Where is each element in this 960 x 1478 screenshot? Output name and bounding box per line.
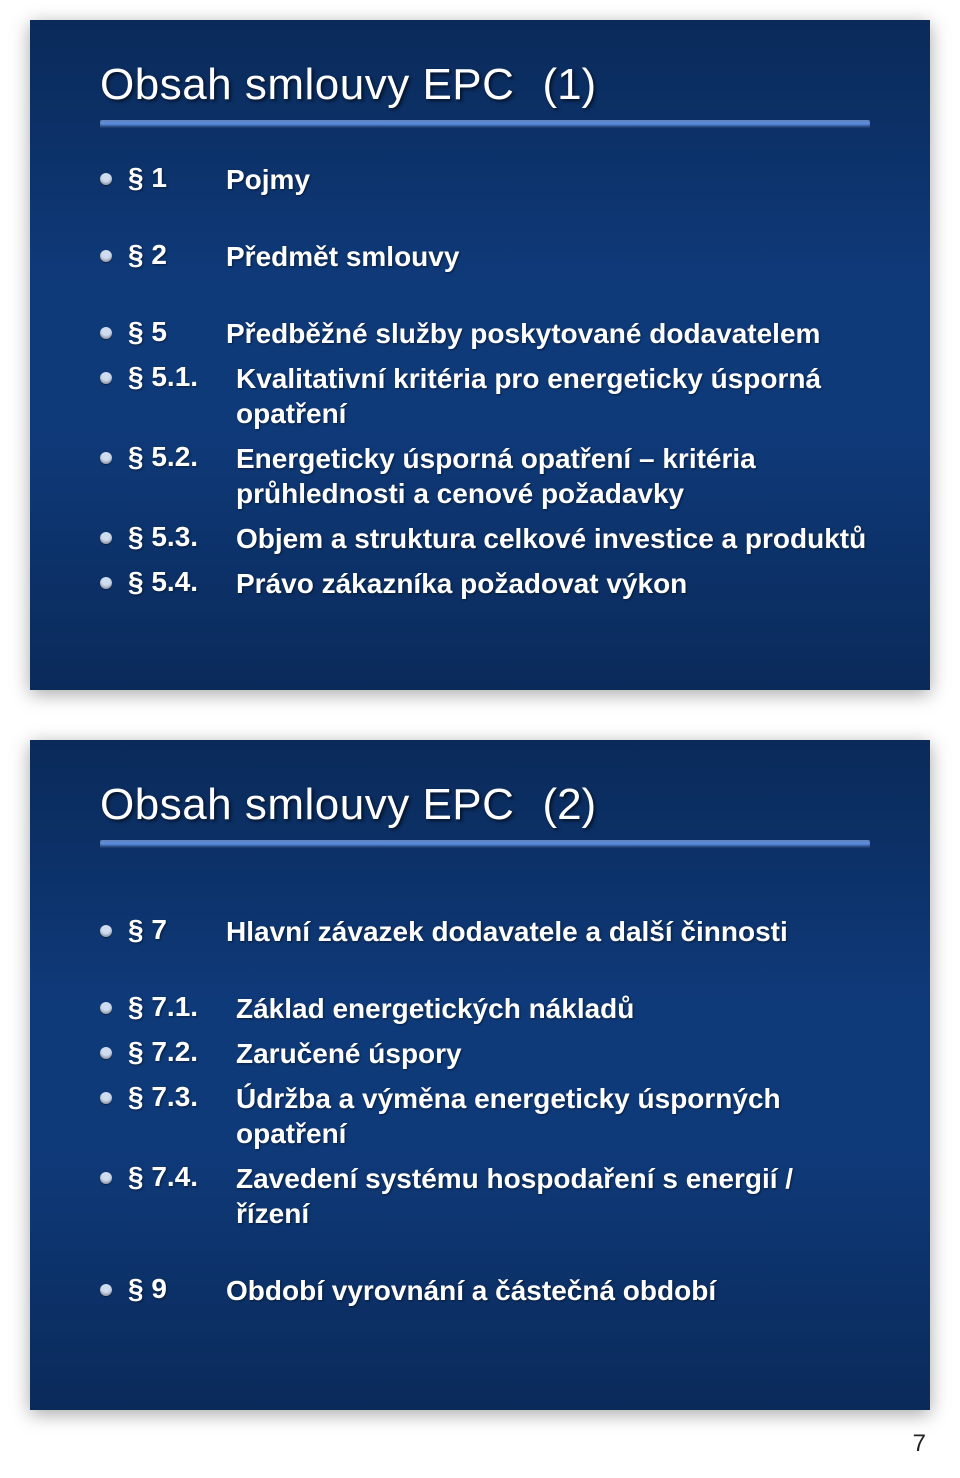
section-number: § 7.3. — [128, 1081, 218, 1113]
section-text: Zavedení systému hospodaření s energií /… — [236, 1161, 870, 1231]
section-number: § 5.2. — [128, 441, 218, 473]
section-number: § 9 — [128, 1273, 208, 1305]
section-text: Právo zákazníka požadovat výkon — [236, 566, 687, 601]
section-number: § 7.4. — [128, 1161, 218, 1193]
bullet-icon — [100, 372, 112, 384]
bullet-icon — [100, 327, 112, 339]
list-item: § 7.2. Zaručené úspory — [100, 1036, 870, 1071]
list-item: § 1 Pojmy — [100, 162, 870, 197]
list-item: § 5.1. Kvalitativní kritéria pro energet… — [100, 361, 870, 431]
section-text: Zaručené úspory — [236, 1036, 462, 1071]
list-item: § 7.4. Zavedení systému hospodaření s en… — [100, 1161, 870, 1231]
list-item: § 5.2. Energeticky úsporná opatření – kr… — [100, 441, 870, 511]
bullet-icon — [100, 925, 112, 937]
section-number: § 5.1. — [128, 361, 218, 393]
slide-1-title: Obsah smlouvy EPC — [100, 60, 514, 110]
section-text: Základ energetických nákladů — [236, 991, 634, 1026]
slide-2: Obsah smlouvy EPC (2) § 7 Hlavní závazek… — [30, 740, 930, 1410]
slide-2-items: § 7 Hlavní závazek dodavatele a další či… — [100, 882, 870, 1308]
bullet-icon — [100, 532, 112, 544]
bullet-icon — [100, 1047, 112, 1059]
list-item: § 7.1. Základ energetických nákladů — [100, 991, 870, 1026]
section-text: Objem a struktura celkové investice a pr… — [236, 521, 866, 556]
bullet-icon — [100, 452, 112, 464]
section-number: § 7.2. — [128, 1036, 218, 1068]
slide-1-title-number: (1) — [542, 60, 596, 110]
slide-1-underline — [100, 120, 870, 128]
list-item: § 5 Předběžné služby poskytované dodavat… — [100, 316, 870, 351]
bullet-icon — [100, 173, 112, 185]
section-text: Energeticky úsporná opatření – kritéria … — [236, 441, 870, 511]
page-number: 7 — [913, 1430, 926, 1458]
bullet-icon — [100, 1172, 112, 1184]
section-number: § 2 — [128, 239, 208, 271]
section-text: Pojmy — [226, 162, 310, 197]
slide-1-items: § 1 Pojmy § 2 Předmět smlouvy § 5 Předbě… — [100, 162, 870, 601]
bullet-icon — [100, 250, 112, 262]
list-item: § 7 Hlavní závazek dodavatele a další či… — [100, 914, 870, 949]
section-number: § 7.1. — [128, 991, 218, 1023]
list-item: § 5.4. Právo zákazníka požadovat výkon — [100, 566, 870, 601]
slide-1-title-row: Obsah smlouvy EPC (1) — [100, 60, 870, 110]
list-item: § 5.3. Objem a struktura celkové investi… — [100, 521, 870, 556]
section-number: § 7 — [128, 914, 208, 946]
section-number: § 5.4. — [128, 566, 218, 598]
bullet-icon — [100, 1284, 112, 1296]
section-number: § 1 — [128, 162, 208, 194]
list-item: § 7.3. Údržba a výměna energeticky úspor… — [100, 1081, 870, 1151]
section-text: Kvalitativní kritéria pro energeticky ús… — [236, 361, 870, 431]
slide-2-title-number: (2) — [542, 780, 596, 830]
section-number: § 5.3. — [128, 521, 218, 553]
bullet-icon — [100, 1092, 112, 1104]
slide-2-title: Obsah smlouvy EPC — [100, 780, 514, 830]
slide-2-title-row: Obsah smlouvy EPC (2) — [100, 780, 870, 830]
bullet-icon — [100, 577, 112, 589]
slide-2-underline — [100, 840, 870, 848]
section-text: Předmět smlouvy — [226, 239, 459, 274]
slide-1: Obsah smlouvy EPC (1) § 1 Pojmy § 2 Před… — [30, 20, 930, 690]
page: Obsah smlouvy EPC (1) § 1 Pojmy § 2 Před… — [0, 0, 960, 1478]
section-text: Hlavní závazek dodavatele a další činnos… — [226, 914, 788, 949]
section-text: Údržba a výměna energeticky úsporných op… — [236, 1081, 870, 1151]
list-item: § 9 Období vyrovnání a částečná období — [100, 1273, 870, 1308]
bullet-icon — [100, 1002, 112, 1014]
section-number: § 5 — [128, 316, 208, 348]
section-text: Předběžné služby poskytované dodavatelem — [226, 316, 820, 351]
list-item: § 2 Předmět smlouvy — [100, 239, 870, 274]
section-text: Období vyrovnání a částečná období — [226, 1273, 716, 1308]
